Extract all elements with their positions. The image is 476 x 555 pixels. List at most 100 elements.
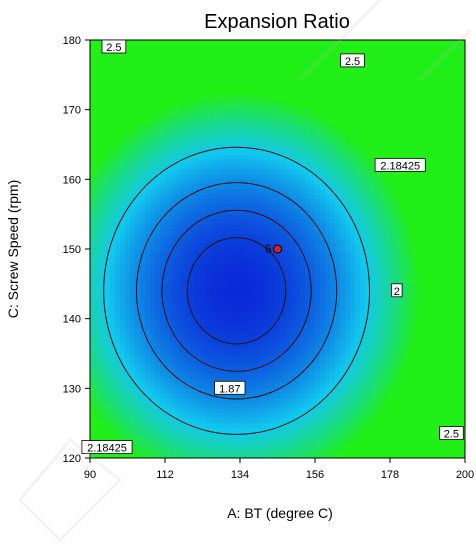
surface-cell [265,239,271,245]
surface-cell [325,408,331,414]
surface-cell [305,298,311,305]
surface-cell [230,239,236,245]
surface-cell [220,94,226,101]
surface-cell [100,199,106,205]
surface-cell [375,229,381,235]
surface-cell [355,234,361,240]
surface-cell [215,189,221,195]
surface-cell [350,224,356,230]
surface-cell [110,124,116,131]
surface-cell [155,353,161,360]
surface-cell [110,224,116,230]
surface-cell [145,129,151,136]
surface-cell [330,214,336,220]
surface-cell [340,49,346,56]
surface-cell [365,353,371,360]
surface-cell [135,229,141,235]
surface-cell [140,219,146,225]
surface-cell [285,268,291,275]
surface-cell [210,204,216,210]
surface-cell [185,94,191,101]
surface-cell [105,293,111,300]
surface-cell [355,258,361,265]
surface-cell [210,159,216,166]
surface-cell [175,268,181,275]
surface-cell [275,293,281,300]
surface-cell [150,343,156,350]
surface-cell [150,368,156,375]
surface-cell [310,448,316,454]
surface-cell [100,328,106,335]
surface-cell [290,258,296,265]
surface-cell [120,313,126,320]
surface-cell [290,194,296,200]
surface-cell [140,189,146,195]
surface-cell [295,338,301,345]
surface-cell [270,383,276,389]
surface-cell [375,303,381,310]
surface-cell [290,398,296,404]
surface-cell [370,134,376,141]
surface-cell [185,184,191,190]
surface-cell [125,134,131,141]
surface-cell [110,54,116,61]
surface-cell [290,40,296,46]
surface-cell [235,149,241,156]
surface-cell [330,328,336,335]
surface-cell [195,278,201,285]
surface-cell [205,358,211,365]
surface-cell [310,179,316,185]
surface-cell [205,258,211,265]
surface-cell [240,373,246,379]
surface-cell [320,114,326,121]
surface-cell [310,288,316,295]
surface-cell [330,174,336,180]
surface-cell [380,224,386,230]
surface-cell [270,64,276,71]
surface-cell [350,114,356,121]
surface-cell [255,358,261,365]
surface-cell [270,244,276,250]
surface-cell [325,79,331,86]
surface-cell [145,209,151,215]
surface-cell [115,338,121,345]
surface-cell [250,393,256,399]
surface-cell [205,159,211,166]
surface-cell [125,313,131,320]
surface-cell [120,79,126,86]
surface-cell [155,373,161,379]
surface-cell [375,89,381,96]
surface-cell [340,368,346,375]
surface-cell [320,333,326,340]
surface-cell [175,433,181,439]
surface-cell [175,388,181,394]
surface-cell [375,323,381,330]
surface-cell [265,293,271,300]
surface-cell [135,293,141,300]
surface-cell [365,49,371,56]
surface-cell [315,104,321,111]
surface-cell [340,418,346,424]
surface-cell [380,109,386,116]
surface-cell [315,114,321,121]
surface-cell [140,418,146,424]
surface-cell [230,328,236,335]
surface-cell [145,119,151,126]
surface-cell [250,199,256,205]
surface-cell [385,40,391,46]
surface-cell [240,49,246,56]
surface-cell [250,109,256,116]
surface-cell [225,239,231,245]
surface-cell [340,129,346,136]
surface-cell [265,234,271,240]
surface-cell [160,288,166,295]
surface-cell [265,338,271,345]
surface-cell [275,308,281,315]
surface-cell [375,214,381,220]
surface-cell [210,333,216,340]
surface-cell [300,129,306,136]
surface-cell [135,40,141,46]
surface-cell [370,189,376,195]
surface-cell [300,239,306,245]
surface-cell [180,388,186,394]
